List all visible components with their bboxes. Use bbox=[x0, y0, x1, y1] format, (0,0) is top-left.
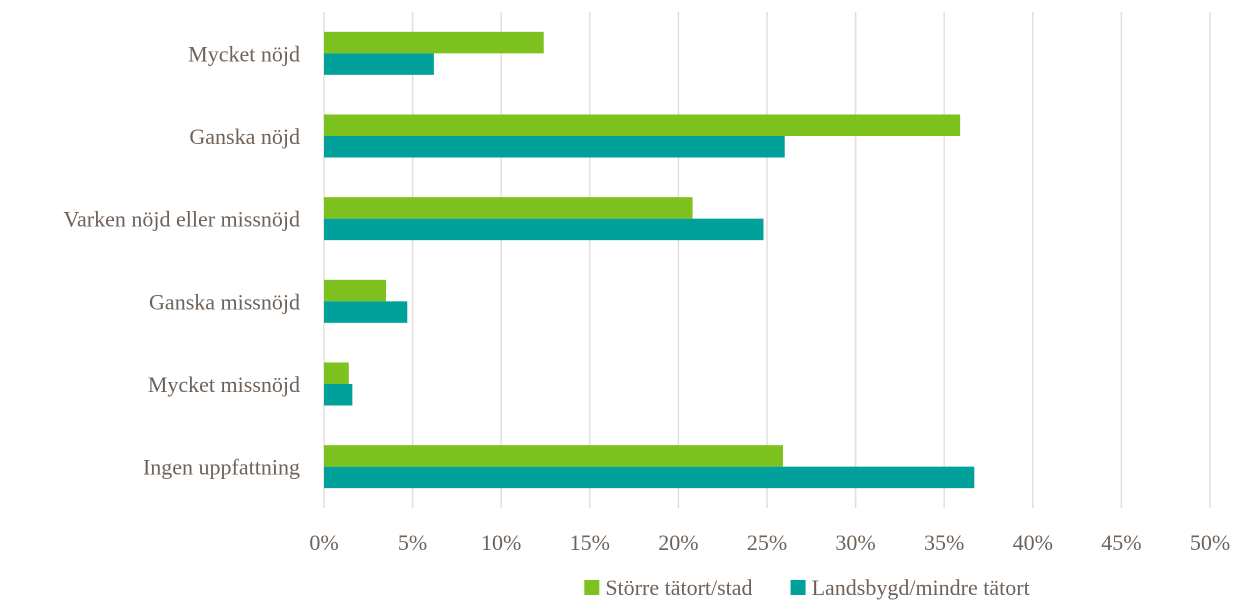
category-labels: Mycket nöjd Ganska nöjd Varken nöjd eller … bbox=[64, 41, 300, 479]
bar bbox=[324, 31, 544, 54]
bar bbox=[324, 197, 693, 219]
bar bbox=[324, 279, 387, 302]
category-label: Mycket nöjd bbox=[188, 41, 300, 66]
x-tick-label: 35% bbox=[924, 530, 964, 555]
category-label: Ganska missnöjd bbox=[149, 289, 300, 314]
bar bbox=[324, 384, 353, 406]
bar bbox=[324, 362, 349, 384]
legend-label: Landsbygd/mindre tätort bbox=[812, 575, 1030, 600]
legend-swatch bbox=[790, 580, 806, 595]
gridlines bbox=[323, 12, 1211, 508]
bar bbox=[324, 218, 764, 241]
legend-label: Större tätort/stad bbox=[605, 575, 752, 600]
x-tick-label: 5% bbox=[398, 530, 427, 555]
x-tick-labels: 0% 5% 10% 15% 20% 25% 30% 35% 40% 45% 50% bbox=[309, 530, 1230, 555]
bar bbox=[324, 301, 408, 323]
bar bbox=[324, 445, 783, 467]
x-tick-label: 0% bbox=[309, 530, 338, 555]
bar bbox=[324, 114, 961, 136]
bar bbox=[324, 466, 975, 489]
legend-swatch bbox=[584, 580, 600, 595]
bars bbox=[324, 31, 975, 489]
x-tick-label: 20% bbox=[658, 530, 698, 555]
bar bbox=[324, 53, 434, 75]
x-tick-label: 50% bbox=[1190, 530, 1230, 555]
x-tick-label: 15% bbox=[570, 530, 610, 555]
category-label: Varken nöjd eller missnöjd bbox=[64, 207, 300, 232]
category-label: Ingen uppfattning bbox=[143, 455, 300, 480]
category-label: Mycket missnöjd bbox=[148, 372, 300, 397]
legend: Större tätort/stad Landsbygd/mindre tätor… bbox=[584, 575, 1030, 600]
x-tick-label: 45% bbox=[1101, 530, 1141, 555]
bar bbox=[324, 136, 785, 158]
x-tick-label: 25% bbox=[747, 530, 787, 555]
x-tick-label: 10% bbox=[481, 530, 521, 555]
x-tick-label: 30% bbox=[835, 530, 875, 555]
category-label: Ganska nöjd bbox=[189, 124, 300, 149]
x-tick-label: 40% bbox=[1013, 530, 1053, 555]
